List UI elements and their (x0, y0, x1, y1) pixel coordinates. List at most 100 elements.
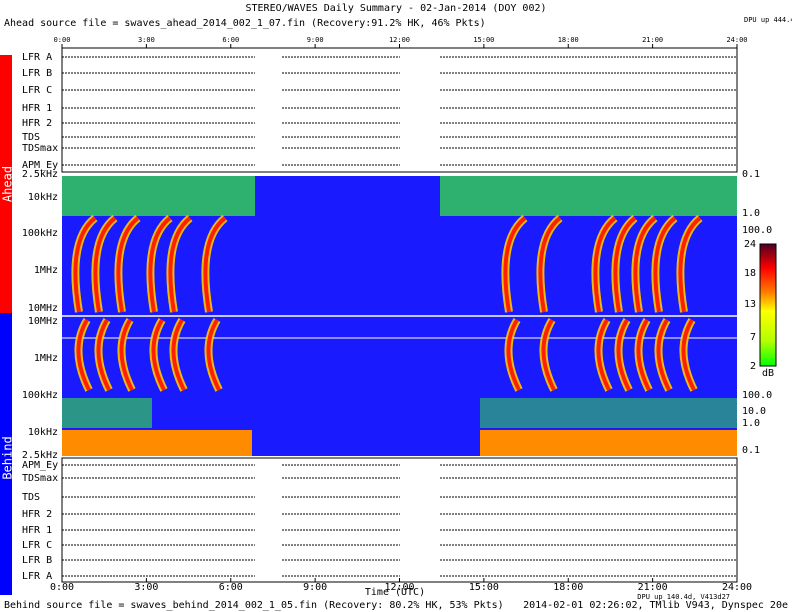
burst (681, 318, 696, 391)
freq-label: 10MHz (28, 303, 58, 314)
panel-label: LFR C (22, 85, 52, 96)
burst (73, 216, 97, 313)
burst (151, 318, 166, 391)
right-label: 1.0 (742, 208, 760, 219)
bottom-time-label: 24:00 (722, 582, 752, 593)
freq-label: 100kHz (22, 390, 58, 401)
burst (203, 216, 227, 313)
burst (633, 216, 657, 313)
burst (76, 318, 91, 391)
noise-band (440, 176, 737, 216)
freq-label: 2.5kHz (22, 169, 58, 180)
stamp: 2014-02-01 02:26:02, TMlib V943, Dynspec… (523, 600, 788, 611)
burst (506, 318, 521, 391)
burst (119, 318, 134, 391)
colorbar-tick: 24 (744, 239, 756, 250)
top-time-label: 9:00 (307, 36, 324, 44)
freq-label: 10kHz (28, 192, 58, 203)
panel-label: HFR 1 (22, 525, 52, 536)
ahead-label: Ahead (1, 166, 15, 202)
panel-label: HFR 2 (22, 118, 52, 129)
right-label: 0.1 (742, 445, 760, 456)
bottom-time-label: 9:00 (303, 582, 327, 593)
right-label: 1.0 (742, 418, 760, 429)
ahead-frame (61, 47, 738, 173)
panel-label: LFR A (22, 52, 52, 63)
burst (168, 216, 192, 313)
top-time-label: 18:00 (558, 36, 579, 44)
bottom-time-label: 15:00 (469, 582, 499, 593)
burst (503, 216, 527, 313)
bottom-time-label: 3:00 (134, 582, 158, 593)
freq-label: 1MHz (34, 265, 58, 276)
ahead-bar (0, 55, 12, 313)
colorbar-tick: 18 (744, 268, 756, 279)
panel-label: TDSmax (22, 143, 58, 154)
dpu-ahead: DPU up 444.4d, V413d28 (744, 16, 792, 24)
behind-source: Behind source file = swaves_behind_2014_… (4, 600, 504, 611)
noise-band (480, 398, 737, 428)
behind-frame (61, 457, 738, 583)
top-time-label: 12:00 (389, 36, 410, 44)
title: STEREO/WAVES Daily Summary - 02-Jan-2014… (245, 3, 546, 14)
freq-label: 2.5kHz (22, 450, 58, 461)
panel-label: LFR B (22, 555, 52, 566)
burst (116, 216, 140, 313)
panel-label: LFR A (22, 571, 52, 582)
colorbar (759, 243, 777, 367)
top-time-label: 3:00 (138, 36, 155, 44)
panel-label: LFR C (22, 540, 52, 551)
right-label: 10.0 (742, 406, 766, 417)
burst (93, 216, 117, 313)
right-label: 100.0 (742, 390, 772, 401)
ahead-source: Ahead source file = swaves_ahead_2014_00… (4, 18, 486, 29)
burst (616, 318, 631, 391)
colorbar-tick: 2 (750, 361, 756, 372)
burst (636, 318, 651, 391)
panel-label: APM_Ey (22, 160, 58, 171)
burst (656, 318, 671, 391)
noise-band (62, 430, 252, 456)
noise-band (480, 430, 737, 456)
top-time-label: 6:00 (222, 36, 239, 44)
dpu-behind: DPU up 140.4d, V413d27 (637, 593, 730, 601)
noise-band (62, 176, 255, 216)
panel-label: TDS (22, 492, 40, 503)
burst (596, 318, 611, 391)
burst (538, 216, 562, 313)
burst (171, 318, 186, 391)
freq-label: 10kHz (28, 427, 58, 438)
bottom-time-label: 18:00 (553, 582, 583, 593)
panel-label: TDS (22, 132, 40, 143)
panel-label: HFR 2 (22, 509, 52, 520)
noise-band (62, 398, 152, 428)
colorbar-unit: dB (762, 368, 774, 379)
panel-label: HFR 1 (22, 103, 52, 114)
bottom-time-label: 12:00 (384, 582, 414, 593)
colorbar-tick: 7 (750, 332, 756, 343)
freq-label: 100kHz (22, 228, 58, 239)
top-time-label: 15:00 (473, 36, 494, 44)
top-time-label: 24:00 (726, 36, 747, 44)
top-time-label: 0:00 (54, 36, 71, 44)
bottom-time-label: 6:00 (219, 582, 243, 593)
panel-label: APM_Ey (22, 460, 58, 471)
bottom-time-label: 0:00 (50, 582, 74, 593)
bottom-time-label: 21:00 (638, 582, 668, 593)
x-title: Time (UTC) (365, 587, 425, 598)
behind-label: Behind (1, 436, 15, 479)
panel-label: TDSmax (22, 473, 58, 484)
top-time-label: 21:00 (642, 36, 663, 44)
burst (613, 216, 637, 313)
burst (206, 318, 221, 391)
colorbar-tick: 13 (744, 299, 756, 310)
right-label: 0.1 (742, 169, 760, 180)
burst (678, 216, 702, 313)
burst (593, 216, 617, 313)
right-label: 100.0 (742, 225, 772, 236)
burst (653, 216, 677, 313)
freq-label: 10MHz (28, 316, 58, 327)
behind-bar (0, 313, 12, 595)
burst (541, 318, 556, 391)
